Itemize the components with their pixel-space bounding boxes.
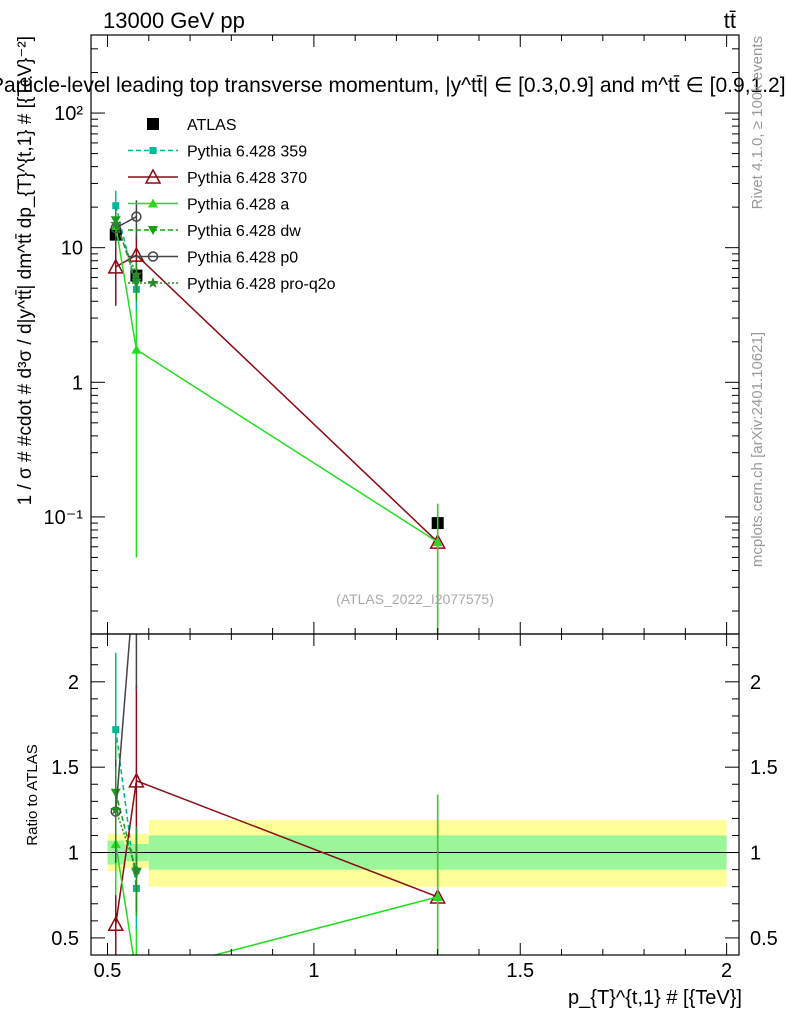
legend: ATLAS Pythia 6.428 359 Pythia 6.428 370 Pyt… <box>128 117 336 293</box>
legend-label-pythia-6-428-359: Pythia 6.428 359 <box>187 144 307 161</box>
x-tick-label: 0.5 <box>94 960 122 982</box>
y-tick-label-ratio-right: 1.5 <box>750 757 778 779</box>
y-tick-label-ratio-right: 0.5 <box>750 928 778 950</box>
rivet-version-label: Rivet 4.1.0, ≥ 100k events <box>749 36 766 209</box>
series-line-pythia-6-428-359 <box>115 729 138 889</box>
y-tick-label-main: 1 <box>72 372 83 394</box>
y-tick-label-main: 10² <box>54 103 83 125</box>
legend-label-pythia-6-428-pro-q2o: Pythia 6.428 pro-q2o <box>187 276 336 293</box>
series-line-pythia-6-428-a <box>115 843 438 955</box>
process-label: tt̄ <box>724 8 736 33</box>
y-tick-label-ratio-right: 2 <box>750 672 761 694</box>
legend-marker-pythia-6-428-dw <box>148 226 158 235</box>
data-point-pythia-6-428-370 <box>107 258 125 274</box>
ratio-y-axis-label: Ratio to ATLAS <box>24 744 41 845</box>
ratio-frame <box>90 633 740 956</box>
chart-title: Particle-level leading top transverse mo… <box>0 74 786 97</box>
series-pythia-6-428-pro-q2o <box>110 213 143 291</box>
legend-marker-pythia-6-428-a <box>148 198 158 208</box>
ratio-bands <box>91 820 739 887</box>
data-point-pythia-6-428-370 <box>128 772 145 788</box>
series-line-pythia-6-428-p0 <box>115 634 131 812</box>
legend-marker-pythia-6-428-370 <box>144 168 162 184</box>
data-point-pythia-6-428-pro-q2o <box>110 218 122 229</box>
legend-marker-pythia-6-428-359 <box>149 147 157 154</box>
axis-ticks: 0.5 1 1.5 2 10² 10 1 10⁻¹ 2 2 1.5 1.5 1 1 0.5 0.5 <box>44 35 778 982</box>
y-tick-label-ratio: 2 <box>68 672 79 694</box>
mcplots-label: mcplots.cern.ch [arXiv:2401.10621] <box>749 332 766 567</box>
data-point-pythia-6-428-a <box>432 891 443 901</box>
y-tick-label-ratio-right: 1 <box>750 843 761 865</box>
x-tick-label: 1 <box>308 960 319 982</box>
legend-label-pythia-6-428-p0: Pythia 6.428 p0 <box>187 250 298 267</box>
y-tick-label-main: 10⁻¹ <box>44 507 84 529</box>
series-line-pythia-6-428-pro-q2o <box>115 223 138 275</box>
legend-entry-pythia-6-428-370: Pythia 6.428 370 <box>128 168 307 187</box>
legend-entry-pythia-6-428-a: Pythia 6.428 a <box>128 197 289 214</box>
series-pythia-6-428-370 <box>107 235 446 634</box>
data-point-pythia-6-428-pro-q2o <box>110 803 122 815</box>
legend-marker-atlas <box>147 118 159 130</box>
legend-entry-pythia-6-428-dw: Pythia 6.428 dw <box>128 223 301 240</box>
series-line-pythia-6-428-a <box>115 225 439 543</box>
ratio-plot-area <box>107 634 446 979</box>
series-pythia-6-428-pro-q2o <box>110 767 143 913</box>
legend-entry-atlas: ATLAS <box>147 117 237 134</box>
legend-entry-pythia-6-428-pro-q2o: Pythia 6.428 pro-q2o <box>128 276 336 293</box>
series-atlas <box>109 228 444 530</box>
x-tick-label: 2 <box>721 960 732 982</box>
legend-label-pythia-6-428-370: Pythia 6.428 370 <box>187 170 307 187</box>
legend-marker-pythia-6-428-p0 <box>147 251 159 262</box>
data-point-pythia-6-428-359 <box>112 202 120 210</box>
analysis-watermark: (ATLAS_2022_I2077575) <box>336 591 494 607</box>
y-tick-label-ratio: 1 <box>68 843 79 865</box>
energy-label: 13000 GeV pp <box>103 8 245 33</box>
legend-marker-pythia-6-428-pro-q2o <box>147 277 159 288</box>
data-point-pythia-6-428-370 <box>107 915 125 932</box>
series-line-pythia-6-428-dw <box>115 792 138 874</box>
main-plot-area <box>107 190 446 634</box>
data-point-pythia-6-428-359 <box>112 726 120 734</box>
x-axis-label: p_{T}^{t,1} # [{TeV}] <box>568 987 742 1009</box>
x-tick-label: 1.5 <box>506 960 534 982</box>
data-point-pythia-6-428-pro-q2o <box>130 863 143 875</box>
data-point-pythia-6-428-370 <box>128 246 145 262</box>
data-point-pythia-6-428-a <box>131 344 142 354</box>
data-point-pythia-6-428-a <box>131 970 141 979</box>
y-tick-label-ratio: 0.5 <box>51 928 79 950</box>
main-y-axis-label: 1 / σ # #cdot # d³σ / d|y^tt̄| dm^tt̄ dp… <box>15 36 36 505</box>
data-point-pythia-6-428-a <box>432 537 443 547</box>
series-line-pythia-6-428-pro-q2o <box>115 809 138 870</box>
legend-label-pythia-6-428-a: Pythia 6.428 a <box>187 197 289 214</box>
y-tick-label-ratio: 1.5 <box>51 757 79 779</box>
series-line-pythia-6-428-370 <box>115 254 439 543</box>
legend-label-atlas: ATLAS <box>187 117 237 134</box>
data-point-pythia-6-428-p0 <box>131 211 142 222</box>
legend-entry-pythia-6-428-359: Pythia 6.428 359 <box>128 144 307 161</box>
legend-entry-pythia-6-428-p0: Pythia 6.428 p0 <box>128 250 298 267</box>
legend-label-pythia-6-428-dw: Pythia 6.428 dw <box>187 223 301 240</box>
y-tick-label-main: 10 <box>61 238 83 260</box>
data-point-pythia-6-428-pro-q2o <box>130 268 143 280</box>
